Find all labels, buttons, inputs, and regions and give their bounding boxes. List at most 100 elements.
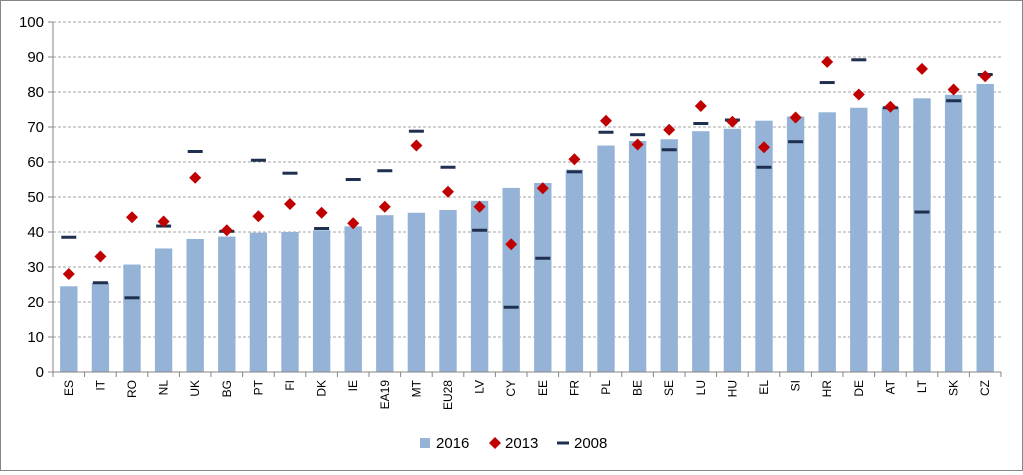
marker-2008-FR bbox=[566, 170, 582, 174]
bar-2016-EE bbox=[534, 183, 552, 372]
x-tick-label: UK bbox=[188, 380, 202, 397]
marker-2008-PT bbox=[250, 158, 266, 162]
bar-2016-DK bbox=[312, 230, 331, 372]
legend-label-2016: 2016 bbox=[436, 435, 469, 452]
y-tick-label: 0 bbox=[36, 364, 44, 381]
bar-2016-EU28 bbox=[439, 209, 457, 372]
legend-swatch-2013 bbox=[489, 437, 501, 449]
bar-2016-HR bbox=[818, 112, 836, 373]
y-axis: 0 10 20 30 40 50 60 70 80 90 100 bbox=[19, 14, 54, 381]
marker-2013-MT bbox=[410, 139, 423, 152]
bar-2016-CZ bbox=[976, 83, 994, 372]
bar-2016-LT bbox=[913, 98, 931, 373]
y-tick-label: 30 bbox=[27, 259, 44, 276]
x-tick-label: FI bbox=[283, 380, 297, 391]
y-tick-label: 70 bbox=[27, 119, 44, 136]
x-tick-label: EL bbox=[757, 380, 771, 395]
legend-swatch-2016 bbox=[420, 438, 430, 448]
marker-2013-DE bbox=[852, 88, 865, 101]
legend-label-2008: 2008 bbox=[574, 435, 607, 452]
marker-2008-EU28 bbox=[440, 165, 456, 169]
marker-2008-LV bbox=[472, 228, 488, 232]
marker-2008-EE bbox=[535, 256, 551, 260]
y-tick-label: 90 bbox=[27, 49, 44, 66]
bar-2016-EA19 bbox=[376, 215, 394, 372]
marker-2013-LV bbox=[473, 200, 486, 213]
x-tick-label: SI bbox=[789, 380, 803, 391]
marker-2013-EU28 bbox=[442, 185, 454, 198]
x-tick-label: DK bbox=[315, 380, 329, 397]
x-tick-label: SK bbox=[947, 380, 961, 396]
marker-2008-HR bbox=[819, 81, 835, 85]
x-tick-label: NL bbox=[157, 380, 171, 396]
legend-swatch-2008 bbox=[557, 441, 569, 445]
x-tick-label: DE bbox=[852, 380, 866, 397]
marker-2013-CY bbox=[505, 238, 518, 251]
marker-2013-LT bbox=[916, 62, 928, 75]
x-tick-label: BE bbox=[631, 380, 645, 396]
x-tick-label: PT bbox=[251, 379, 265, 395]
x-tick-label: EE bbox=[536, 380, 550, 396]
bar-2016-SK bbox=[944, 94, 963, 373]
x-tick-label: HR bbox=[820, 380, 834, 398]
marker-2013-LU bbox=[694, 100, 707, 112]
marker-2013-CZ bbox=[979, 70, 992, 83]
marker-2008-IE bbox=[345, 178, 361, 181]
marker-2008-PL bbox=[598, 130, 614, 134]
marker-2008-SE bbox=[661, 148, 677, 152]
marker-2013-RO bbox=[126, 211, 138, 224]
marker-2013-SK bbox=[947, 83, 960, 96]
marker-2008-EA19 bbox=[377, 169, 393, 173]
bar-2016-BE bbox=[628, 141, 647, 372]
bar-2016-FR bbox=[565, 169, 584, 372]
bar-2016-IT bbox=[91, 282, 110, 372]
x-tick-label: EU28 bbox=[441, 380, 455, 410]
marker-2008-SI bbox=[788, 140, 804, 144]
bar-2016-DE bbox=[850, 107, 868, 372]
x-tick-label: AT bbox=[883, 379, 897, 394]
bar-2016-NL bbox=[154, 248, 173, 372]
bar-2016-HU bbox=[723, 128, 742, 372]
marker-2008-ES bbox=[61, 235, 77, 239]
marker-2013-BG bbox=[220, 224, 233, 237]
marker-2013-IE bbox=[347, 217, 360, 230]
bar-2016-UK bbox=[186, 239, 204, 372]
bar-2016-EL bbox=[755, 120, 773, 372]
marker-2013-HR bbox=[821, 55, 834, 68]
y-tick-label: 50 bbox=[27, 189, 44, 206]
x-tick-label: LT bbox=[915, 379, 929, 393]
y-tick-label: 20 bbox=[27, 294, 44, 311]
bar-2016-LU bbox=[692, 131, 710, 372]
x-tick-label: BG bbox=[220, 380, 234, 397]
x-tick-label: IE bbox=[346, 380, 360, 391]
bar-2016-SE bbox=[660, 139, 678, 372]
marker-2013-UK bbox=[189, 171, 202, 184]
series-2016-bars bbox=[60, 83, 994, 373]
y-tick-label: 60 bbox=[27, 154, 44, 171]
marker-2013-PT bbox=[252, 210, 265, 223]
bar-2016-FI bbox=[281, 232, 299, 372]
legend-label-2013: 2013 bbox=[505, 435, 538, 452]
x-tick-label: ES bbox=[62, 380, 76, 396]
marker-2013-FI bbox=[284, 198, 296, 210]
x-tick-label: HU bbox=[725, 380, 739, 397]
bar-2016-AT bbox=[881, 107, 900, 373]
x-tick-label: LU bbox=[694, 380, 708, 395]
bar-2016-SI bbox=[786, 116, 805, 372]
x-tick-label: CZ bbox=[978, 380, 992, 396]
x-tick-label: EA19 bbox=[378, 380, 392, 410]
marker-2008-SK bbox=[946, 99, 962, 103]
marker-2013-ES bbox=[62, 268, 75, 280]
marker-2013-PL bbox=[600, 114, 612, 127]
marker-2008-RO bbox=[124, 296, 140, 300]
bar-2016-MT bbox=[407, 212, 426, 372]
marker-2008-DK bbox=[314, 227, 330, 230]
bar-2016-ES bbox=[60, 286, 78, 372]
series-2013-markers bbox=[62, 55, 992, 280]
bar-2016-BG bbox=[218, 236, 236, 372]
x-tick-label: SE bbox=[662, 380, 676, 396]
x-tick-label: PL bbox=[599, 380, 613, 395]
bar-2016-RO bbox=[123, 264, 141, 372]
marker-2013-IT bbox=[94, 250, 107, 263]
